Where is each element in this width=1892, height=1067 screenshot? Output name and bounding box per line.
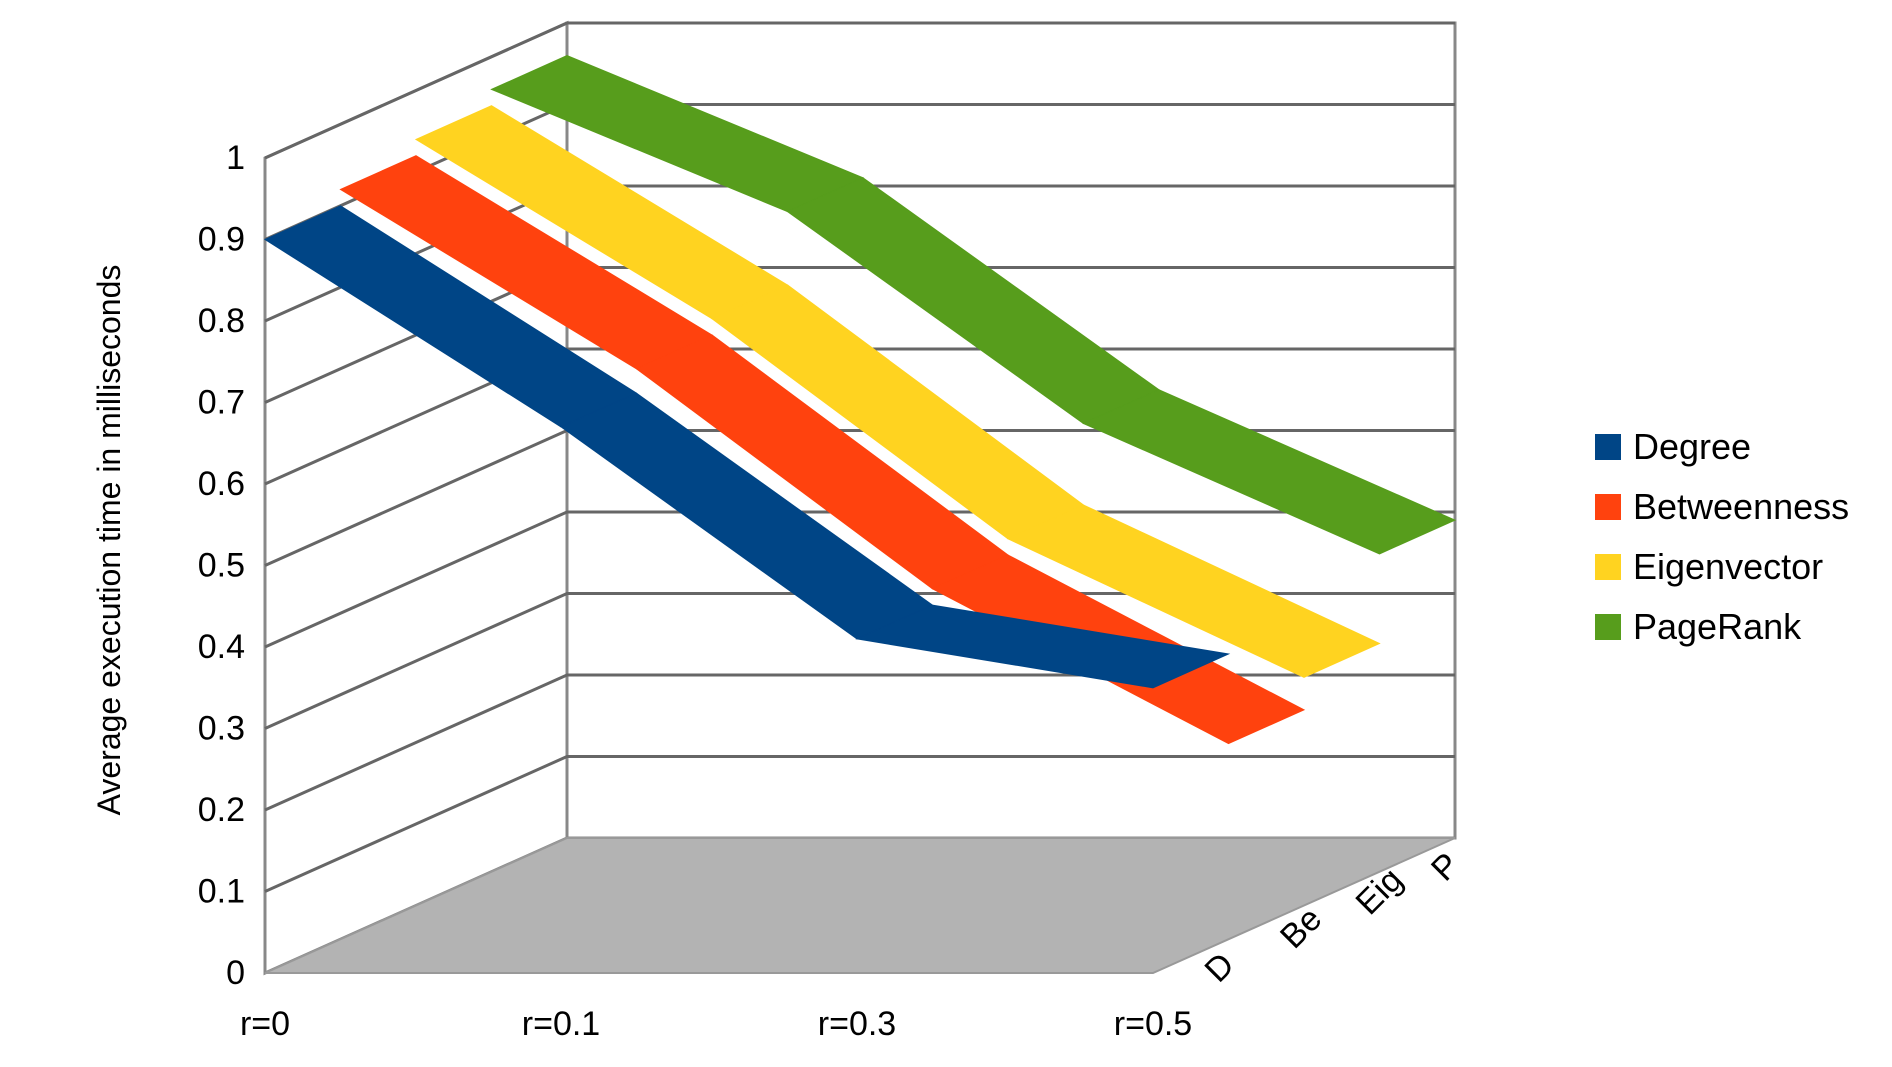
series-eigenvector [414, 105, 1381, 678]
x-tick-label: r=0.1 [522, 1005, 600, 1043]
depth-tick-label: D [1198, 946, 1242, 990]
legend-item: Betweenness [1595, 486, 1849, 527]
gridline [264, 510, 1455, 649]
gridline [264, 21, 1455, 160]
y-axis-ticks: 0 0.1 0.2 0.3 0.4 0.5 0.6 0.7 0.8 0.9 1 [198, 139, 245, 992]
y-tick-label: 0.7 [198, 384, 245, 422]
legend-swatch [1595, 494, 1621, 520]
legend-swatch [1595, 434, 1621, 460]
legend-label: PageRank [1633, 606, 1802, 647]
legend-label: Degree [1633, 426, 1751, 467]
y-tick-label: 0.9 [198, 221, 245, 259]
legend: Degree Betweenness Eigenvector PageRank [1595, 426, 1849, 647]
y-tick-label: 0.5 [198, 547, 245, 585]
x-tick-label: r=0 [240, 1005, 290, 1043]
legend-item: Eigenvector [1595, 546, 1823, 587]
y-tick-label: 0.3 [198, 710, 245, 748]
ribbon-segment [1006, 504, 1381, 678]
x-axis-ticks: r=0 r=0.1 r=0.3 r=0.5 [240, 1005, 1192, 1043]
x-tick-label: r=0.3 [818, 1005, 896, 1043]
y-tick-label: 0 [226, 954, 245, 992]
ribbon-segment [855, 604, 1231, 689]
y-axis-title: Average execution time in milliseconds [91, 265, 127, 816]
gridline [264, 755, 1455, 893]
legend-swatch [1595, 554, 1621, 580]
depth-tick-label: P [1424, 846, 1467, 889]
legend-swatch [1595, 614, 1621, 640]
chart-series [263, 55, 1457, 745]
legend-label: Eigenvector [1633, 546, 1823, 587]
ribbon-segment [1082, 389, 1457, 555]
legend-item: Degree [1595, 426, 1751, 467]
y-tick-label: 1 [226, 139, 245, 177]
floor [264, 837, 1456, 974]
y-tick-label: 0.6 [198, 465, 245, 503]
y-tick-label: 0.8 [198, 302, 245, 340]
y-tick-label: 0.4 [198, 628, 245, 666]
legend-item: PageRank [1595, 606, 1802, 647]
y-tick-label: 0.1 [198, 873, 245, 911]
y-tick-label: 0.2 [198, 791, 245, 829]
x-tick-label: r=0.5 [1114, 1005, 1192, 1043]
series-pagerank [490, 55, 1457, 555]
legend-label: Betweenness [1633, 486, 1849, 527]
series-degree [263, 205, 1231, 689]
